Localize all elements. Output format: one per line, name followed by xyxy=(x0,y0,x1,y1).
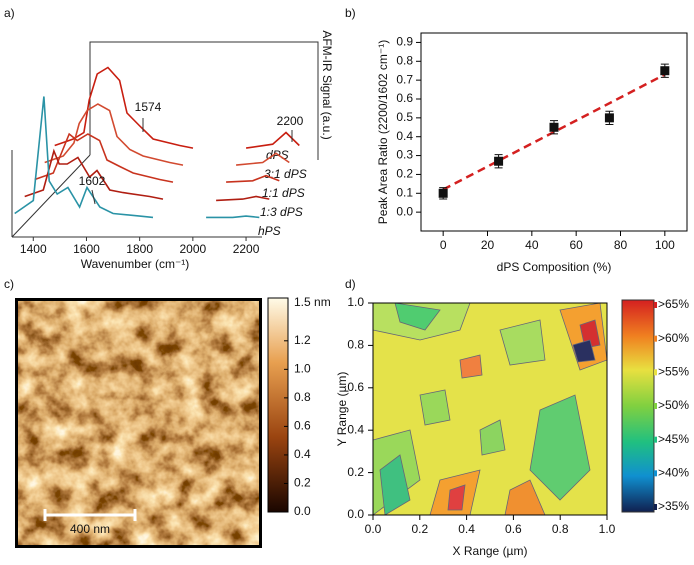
x-tick-label: 1400 xyxy=(20,242,47,256)
colorbar-tick-label: 1.0 xyxy=(294,362,311,376)
level-swatch xyxy=(654,436,657,443)
y-tick-label: 0.7 xyxy=(396,72,413,86)
x-tick-label: 0.4 xyxy=(458,522,475,536)
y-tick-label: 0.6 xyxy=(396,91,413,105)
level-label: >35% xyxy=(658,499,689,513)
afm-image xyxy=(15,298,262,548)
level-swatch xyxy=(654,470,657,477)
y-tick-label: 0.2 xyxy=(347,465,364,479)
marker xyxy=(660,66,670,76)
annotation-leader xyxy=(91,189,96,205)
level-label: >55% xyxy=(658,365,689,379)
panel-label: b) xyxy=(345,6,356,20)
level-swatch xyxy=(654,369,657,376)
panel-label: a) xyxy=(4,6,15,20)
x-axis-label: dPS Composition (%) xyxy=(497,260,612,274)
x-tick-label: 2000 xyxy=(179,242,206,256)
y-tick-label: 0.4 xyxy=(396,129,413,143)
contour-map xyxy=(373,303,607,515)
level-label: >45% xyxy=(658,432,689,446)
image-border xyxy=(15,298,262,548)
colorbar xyxy=(267,297,289,513)
plot-frame xyxy=(420,32,688,232)
x-tick-label: 80 xyxy=(614,238,628,252)
series-label: 1:1 dPS xyxy=(262,186,305,200)
spectrum xyxy=(24,148,270,202)
colorbar-tick-label: 0.4 xyxy=(294,447,311,461)
panel-label: c) xyxy=(4,277,14,291)
colorbar-tick-label: 1.2 xyxy=(294,333,311,347)
y-axis-label: Peak Area Ratio (2200/1602 cm⁻¹) xyxy=(376,40,390,224)
y-tick-label: 0.0 xyxy=(396,204,413,218)
x-tick-label: 0.8 xyxy=(552,522,569,536)
x-tick-label: 1600 xyxy=(73,242,100,256)
x-tick-label: 0.6 xyxy=(505,522,522,536)
y-axis-label: AFM-IR Signal (a.u.) xyxy=(320,30,334,139)
colorbar-tick-label: 1.5 nm xyxy=(294,295,331,309)
colorbar-tick-label: 0.2 xyxy=(294,476,311,490)
colorbar-tick-label: 0.8 xyxy=(294,390,311,404)
annotation: 1574 xyxy=(135,100,162,114)
marker xyxy=(604,113,614,123)
y-tick-label: 0.4 xyxy=(347,422,364,436)
x-tick-label: 0.0 xyxy=(365,522,382,536)
x-tick-label: 2200 xyxy=(233,242,260,256)
y-tick-label: 0.6 xyxy=(347,380,364,394)
y-tick-label: 0.9 xyxy=(396,35,413,49)
y-tick-label: 0.0 xyxy=(347,507,364,521)
colorbar-tick-label: 0.6 xyxy=(294,419,311,433)
spectrum xyxy=(34,132,280,183)
x-tick-label: 0.2 xyxy=(411,522,428,536)
plot-frame xyxy=(372,302,608,516)
level-swatch xyxy=(654,335,657,342)
level-label: >40% xyxy=(658,466,689,480)
scale-bar-label: 400 nm xyxy=(70,522,110,536)
spectrum xyxy=(14,96,260,219)
series-label: hPS xyxy=(258,224,281,238)
y-tick-label: 0.2 xyxy=(396,167,413,181)
marker xyxy=(438,188,448,198)
annotation: 1602 xyxy=(79,174,106,188)
y-tick-label: 0.5 xyxy=(396,110,413,124)
y-axis-label: Y Range (µm) xyxy=(335,372,349,447)
colorbar xyxy=(621,299,655,513)
series-label: 3:1 dPS xyxy=(264,167,307,181)
annotation: 2200 xyxy=(277,114,304,128)
level-label: >65% xyxy=(658,297,689,311)
x-axis-label: X Range (µm) xyxy=(453,544,528,558)
y-tick-label: 1.0 xyxy=(347,295,364,309)
level-label: >50% xyxy=(658,398,689,412)
series-label: 1:3 dPS xyxy=(260,205,303,219)
level-label: >60% xyxy=(658,331,689,345)
x-tick-label: 0 xyxy=(440,238,447,252)
y-tick-label: 0.8 xyxy=(396,53,413,67)
marker xyxy=(494,156,504,166)
x-tick-label: 40 xyxy=(525,238,539,252)
spectrum xyxy=(44,103,290,166)
x-tick-label: 1800 xyxy=(126,242,153,256)
x-tick-label: 1.0 xyxy=(599,522,616,536)
x-tick-label: 100 xyxy=(655,238,675,252)
y-tick-label: 0.3 xyxy=(396,148,413,162)
level-swatch xyxy=(654,302,657,308)
x-tick-label: 60 xyxy=(569,238,583,252)
level-swatch xyxy=(654,504,657,510)
y-tick-label: 0.1 xyxy=(396,185,413,199)
scale-bar xyxy=(43,509,137,521)
spectrum xyxy=(54,66,300,149)
x-tick-label: 20 xyxy=(481,238,495,252)
x-axis-label: Wavenumber (cm⁻¹) xyxy=(81,257,190,271)
panel-label: d) xyxy=(345,277,356,291)
colorbar-tick-label: 0.0 xyxy=(294,504,311,518)
level-swatch xyxy=(654,403,657,409)
y-tick-label: 0.8 xyxy=(347,338,364,352)
marker xyxy=(549,122,559,132)
